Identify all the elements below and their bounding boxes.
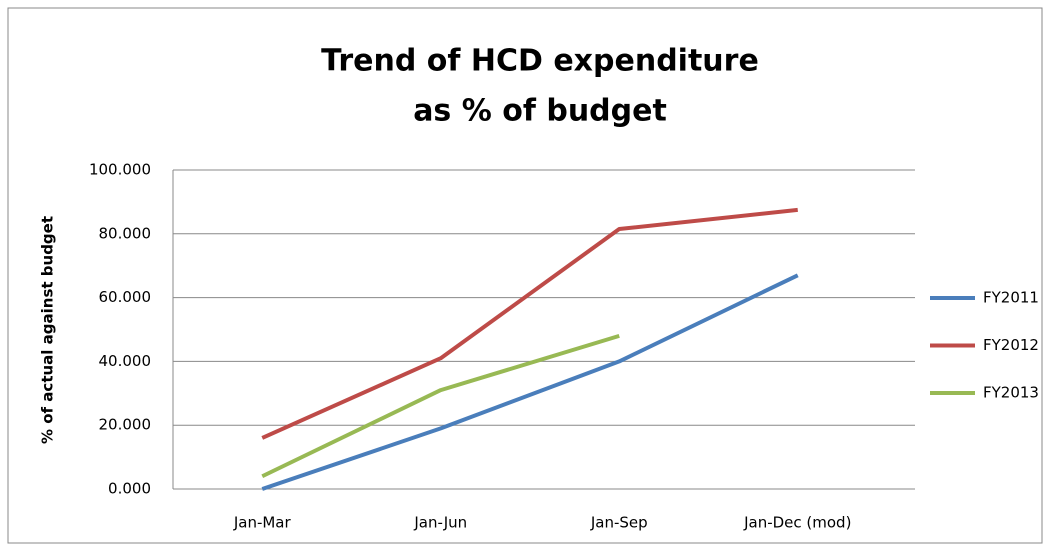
y-tick-label: 100.000 (89, 161, 151, 179)
y-tick-label: 0.000 (108, 480, 151, 498)
y-tick-label: 20.000 (99, 416, 152, 434)
y-tick-label: 40.000 (99, 352, 152, 370)
y-tick-label: 60.000 (99, 288, 152, 306)
legend-label: FY2011 (983, 289, 1039, 307)
legend-label: FY2013 (983, 384, 1039, 402)
x-tick-label: Jan-Jun (413, 514, 467, 532)
series-line (261, 333, 620, 479)
series-line (261, 273, 799, 491)
y-axis-title: % of actual against budget (39, 216, 57, 444)
y-tick-label: 80.000 (99, 224, 152, 242)
chart-border (7, 7, 1043, 544)
series-line (261, 207, 798, 440)
x-tick-label: Jan-Dec (mod) (743, 514, 851, 532)
chart-title: as % of budget (413, 94, 667, 129)
x-tick-label: Jan-Sep (590, 514, 648, 532)
chart-title: Trend of HCD expenditure (321, 44, 759, 79)
legend-label: FY2012 (983, 336, 1039, 354)
x-tick-label: Jan-Mar (233, 514, 292, 532)
